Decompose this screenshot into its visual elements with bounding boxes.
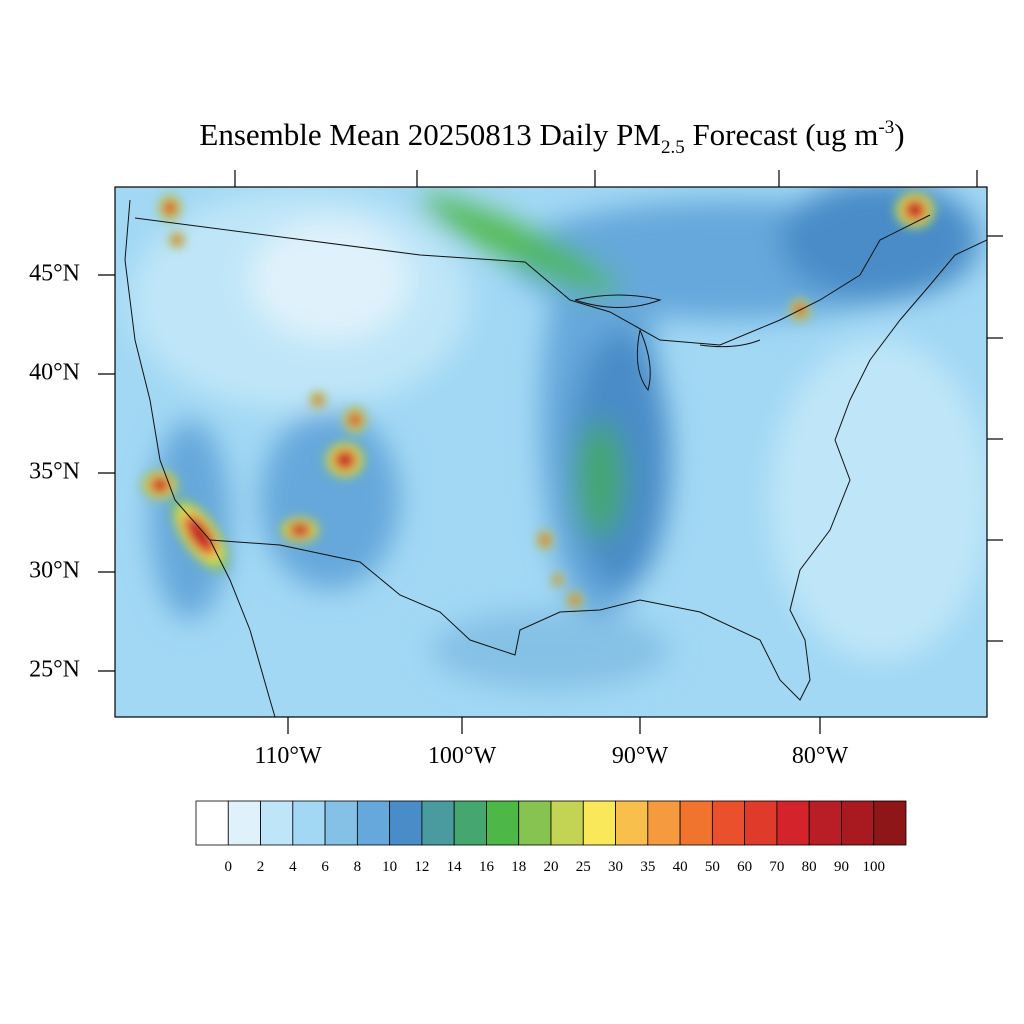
frame-ticks — [98, 170, 1003, 734]
colorbar-label: 8 — [354, 859, 362, 875]
longitude-label: 110°W — [254, 743, 322, 769]
colorbar-box — [808, 800, 842, 846]
latitude-label: 45°N — [29, 261, 80, 287]
colorbar: 0 2 4 6 8 10 12 14 16 18 20 25 30 35 40 50 60 70 80 90 100 — [195, 800, 907, 875]
colorbar-label: 18 — [511, 859, 526, 875]
colorbar-label: 6 — [321, 859, 329, 875]
colorbar-label: 70 — [769, 859, 784, 875]
colorbar-label: 10 — [382, 859, 397, 875]
latitude-label: 25°N — [29, 657, 80, 683]
title-main: Ensemble Mean 20250813 Daily PM — [199, 117, 661, 152]
colorbar-label: 50 — [705, 859, 720, 875]
colorbar-box — [582, 800, 616, 846]
colorbar-box — [744, 800, 778, 846]
longitude-label: 100°W — [428, 743, 497, 769]
colorbar-box — [679, 800, 713, 846]
colorbar-box — [711, 800, 746, 846]
colorbar-box — [195, 800, 229, 846]
colorbar-label: 100 — [862, 859, 885, 875]
title-subscript: 2.5 — [661, 137, 685, 158]
colorbar-box — [518, 800, 552, 846]
colorbar-label: 16 — [479, 859, 495, 875]
colorbar-box — [421, 800, 455, 846]
title-end: ) — [894, 117, 904, 152]
colorbar-box — [227, 800, 261, 846]
latitude-label: 35°N — [29, 459, 80, 485]
colorbar-box — [260, 800, 294, 846]
colorbar-box — [776, 800, 810, 846]
colorbar-label: 20 — [544, 859, 559, 875]
colorbar-label: 2 — [257, 859, 265, 875]
colorbar-box — [873, 800, 907, 846]
map-frame — [114, 186, 988, 718]
colorbar-label: 12 — [414, 859, 429, 875]
colorbar-box — [389, 800, 423, 846]
colorbar-label: 14 — [447, 859, 463, 875]
longitude-label: 90°W — [612, 743, 669, 769]
colorbar-label: 25 — [576, 859, 591, 875]
title: Ensemble Mean 20250813 Daily PM2.5 Forec… — [199, 117, 904, 158]
colorbar-label: 0 — [225, 859, 233, 875]
longitude-label: 80°W — [792, 743, 849, 769]
colorbar-label: 90 — [834, 859, 849, 875]
colorbar-label: 80 — [802, 859, 817, 875]
colorbar-box — [550, 800, 584, 846]
map-field — [115, 187, 987, 717]
colorbar-label: 4 — [289, 859, 297, 875]
colorbar-box — [324, 800, 358, 846]
colorbar-label: 60 — [737, 859, 752, 875]
colorbar-label: 40 — [673, 859, 688, 875]
colorbar-label: 35 — [640, 859, 655, 875]
colorbar-box — [292, 800, 326, 846]
colorbar-box — [647, 800, 681, 846]
colorbar-box — [615, 800, 649, 846]
colorbar-box — [453, 800, 487, 846]
latitude-label: 30°N — [29, 558, 80, 584]
colorbar-box — [841, 800, 875, 846]
colorbar-box — [356, 800, 391, 846]
colorbar-box — [486, 800, 520, 846]
colorbar-label: 30 — [608, 859, 623, 875]
latitude-label: 40°N — [29, 360, 80, 386]
title-middle: Forecast (ug m — [685, 117, 879, 152]
title-superscript: -3 — [878, 117, 894, 138]
